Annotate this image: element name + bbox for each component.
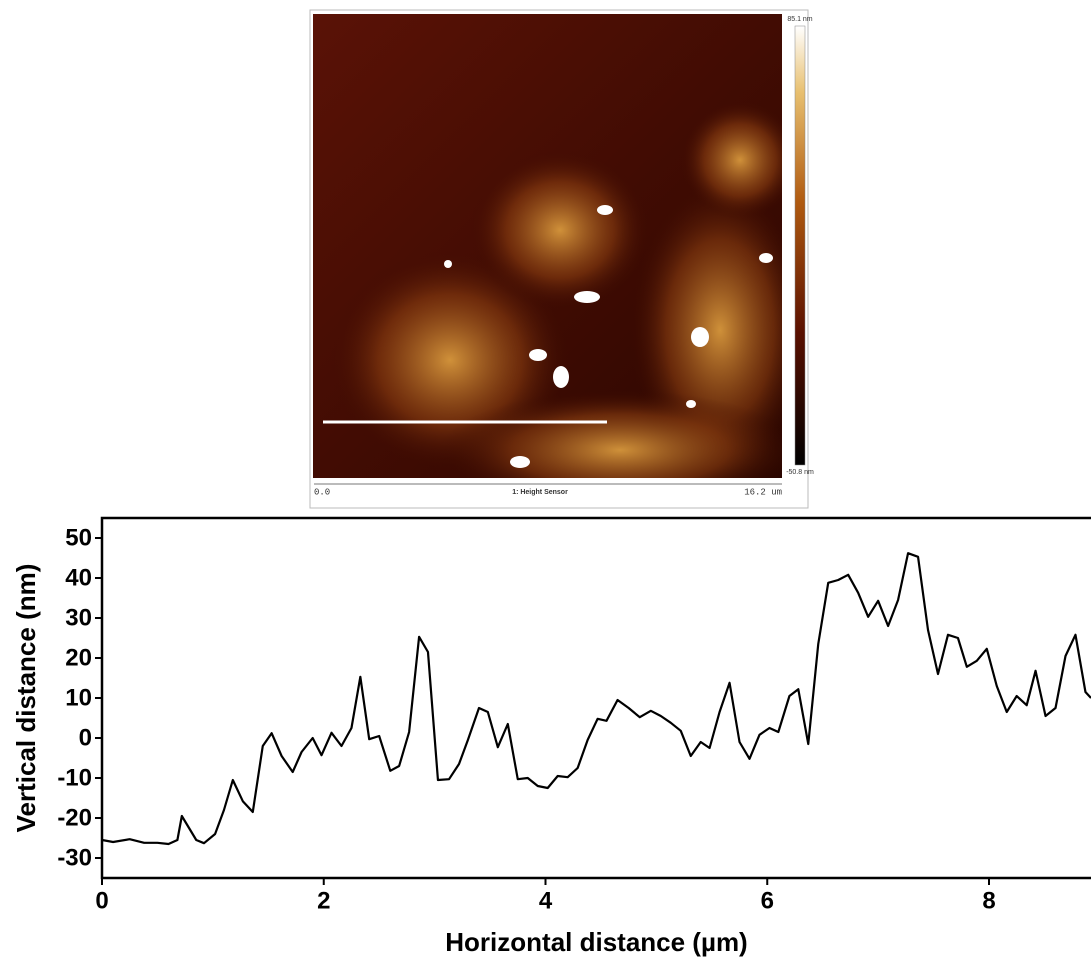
topography bbox=[440, 390, 782, 478]
y-tick-label: 0 bbox=[79, 724, 92, 751]
profile-chart: -30 -20 -10 0 10 20 30 40 50 0 2 4 6 8 Horizontal dist… bbox=[11, 516, 1091, 957]
y-tick-label: -30 bbox=[57, 844, 92, 871]
particle bbox=[553, 366, 569, 388]
particle bbox=[444, 260, 452, 268]
particle bbox=[686, 400, 696, 408]
x-tick-label: 0 bbox=[95, 887, 108, 914]
topography bbox=[470, 150, 650, 310]
channel-label: 1: Height Sensor bbox=[512, 489, 568, 496]
particle bbox=[597, 205, 613, 215]
scale-start: 0.0 bbox=[314, 487, 330, 497]
particle bbox=[691, 327, 709, 347]
x-tick-label: 2 bbox=[317, 887, 330, 914]
y-tick-label: 10 bbox=[65, 684, 92, 711]
profile-line bbox=[102, 552, 1091, 846]
topography bbox=[680, 100, 782, 220]
y-tick-label: 20 bbox=[65, 644, 92, 671]
y-tick-label: 50 bbox=[65, 524, 92, 551]
colorbar bbox=[794, 25, 806, 466]
x-tick-label: 8 bbox=[982, 887, 995, 914]
y-tick-label: 30 bbox=[65, 604, 92, 631]
colorbar-min: -50.8 nm bbox=[786, 469, 814, 476]
particle bbox=[510, 456, 530, 468]
particle bbox=[759, 253, 773, 263]
y-tick-label: 40 bbox=[65, 564, 92, 591]
afm-image: 85.1 nm -50.8 nm 0.0 1: Height Sensor 16… bbox=[309, 9, 814, 509]
y-tick-label: -10 bbox=[57, 764, 92, 791]
particle bbox=[529, 349, 547, 361]
scale-end: 16.2 um bbox=[744, 487, 782, 497]
x-axis-label: Horizontal distance (µm) bbox=[445, 927, 747, 957]
axes-frame bbox=[100, 516, 1091, 880]
y-tick-label: -20 bbox=[57, 804, 92, 831]
y-axis-label: Vertical distance (nm) bbox=[11, 564, 41, 833]
x-tick-label: 6 bbox=[761, 887, 774, 914]
x-tick-label: 4 bbox=[539, 887, 553, 914]
colorbar-max: 85.1 nm bbox=[787, 16, 812, 23]
particle bbox=[574, 291, 600, 303]
